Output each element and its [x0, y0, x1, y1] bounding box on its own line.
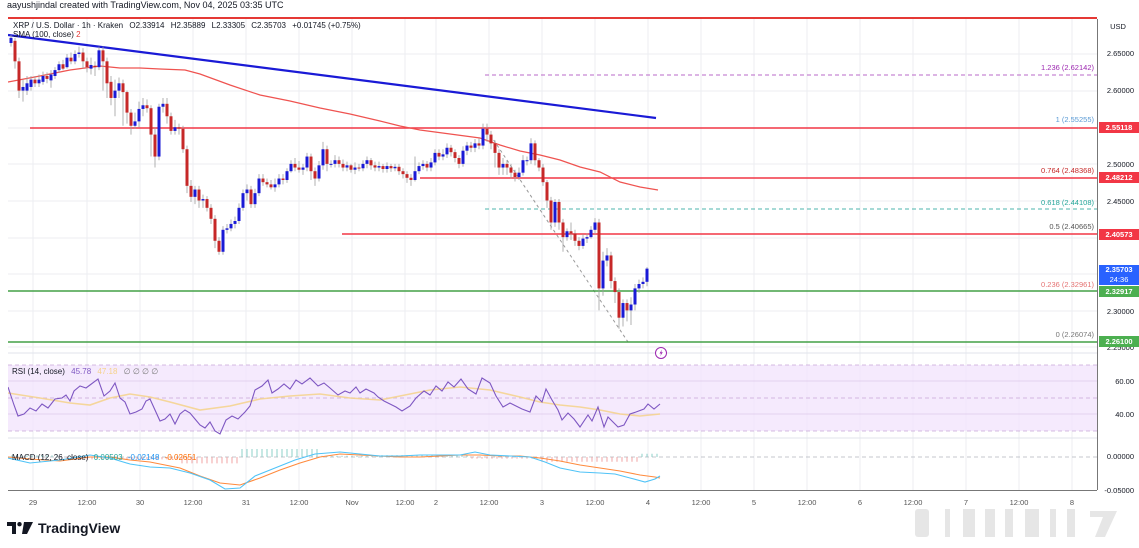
fib-label-1: 1 (2.55255) [1055, 115, 1094, 124]
ohlc-close: C2.35703 [251, 21, 286, 30]
price-tick: 2.65000 [1106, 49, 1134, 58]
descending-trendline [8, 33, 657, 120]
x-tick: 5 [751, 498, 757, 507]
symbol-legend: XRP / U.S. Dollar · 1h · Kraken O2.33914… [13, 21, 365, 30]
macd-histogram-value: 0.00503 [93, 453, 123, 462]
chart-credit: aayushjindal created with TradingView.co… [7, 0, 284, 10]
x-tick: 12:00 [691, 498, 711, 507]
fib-trend-line [486, 129, 629, 343]
price-tick: 2.60000 [1106, 86, 1134, 95]
rsi-legend[interactable]: RSI (14, close) 45.78 47.18 ∅ ∅ ∅ ∅ [12, 367, 158, 376]
macd-value: -0.02148 [127, 453, 160, 462]
price-tick: 2.50000 [1106, 160, 1134, 169]
price-tick: 2.25000 [1106, 343, 1134, 352]
x-tick: 8 [1069, 498, 1075, 507]
x-tick: 31 [241, 498, 251, 507]
macd-line [8, 451, 661, 490]
x-tick: 12:00 [183, 498, 203, 507]
fib-label-05: 0.5 (2.40665) [1049, 222, 1094, 231]
x-tick: Nov [345, 498, 359, 507]
price-scale[interactable]: 2.65000 2.60000 2.50000 2.45000 2.30000 … [1097, 19, 1139, 495]
x-tick: 12:00 [797, 498, 817, 507]
candlesticks [9, 34, 649, 329]
ohlc-low: L2.33305 [211, 21, 246, 30]
x-tick: 2 [433, 498, 439, 507]
rsi-value: 45.78 [71, 367, 92, 376]
rsi-line [8, 377, 661, 435]
sma-label: SMA (100, close) [13, 30, 74, 39]
ohlc-high: H2.35889 [170, 21, 206, 30]
rsi-label: RSI (14, close) [12, 367, 65, 376]
macd-legend[interactable]: MACD (12, 26, close) 0.00503 -0.02148 -0… [12, 453, 196, 462]
x-tick: 3 [539, 498, 545, 507]
macd-signal-value: -0.02651 [164, 453, 197, 462]
bar-countdown: 24:36 [1109, 275, 1129, 284]
x-tick: 12:00 [903, 498, 923, 507]
macd-label: MACD (12, 26, close) [12, 453, 89, 462]
currency-label: USD [1110, 22, 1126, 31]
rsi-tick: 60.00 [1115, 377, 1134, 386]
alert-icon[interactable] [654, 346, 668, 360]
x-tick: 7 [963, 498, 969, 507]
x-tick: 6 [857, 498, 863, 507]
x-tick: 12:00 [1009, 498, 1029, 507]
sma-legend[interactable]: SMA (100, close) 2 [13, 30, 81, 39]
support-resistance-lines [8, 127, 1097, 343]
rsi-ma-line [8, 386, 661, 417]
x-tick: 12:00 [585, 498, 605, 507]
rsi-tick: 40.00 [1115, 410, 1134, 419]
x-tick: 12:00 [395, 498, 415, 507]
brand-name: TradingView [38, 520, 121, 536]
x-tick: 12:00 [479, 498, 499, 507]
ohlc-change: +0.01745 (+0.75%) [292, 21, 361, 30]
price-tag-resistance-2: 2.48212 [1099, 172, 1139, 183]
macd-signal-line [8, 453, 661, 486]
fib-label-0: 0 (2.26074) [1055, 330, 1094, 339]
sma-value: 2 [76, 30, 81, 39]
x-tick: 30 [135, 498, 145, 507]
last-price: 2.35703 [1105, 265, 1133, 274]
resistance-line-top [8, 17, 1097, 19]
fib-label-1236: 1.236 (2.62142) [1041, 63, 1094, 72]
tradingview-logo-icon [7, 522, 33, 534]
fib-label-0764: 0.764 (2.48368) [1041, 166, 1094, 175]
rsi-ma-value: 47.18 [97, 367, 118, 376]
x-tick: 12:00 [289, 498, 309, 507]
ohlc-open: O2.33914 [129, 21, 165, 30]
price-tag-resistance-3: 2.40573 [1099, 229, 1139, 240]
fib-label-0618: 0.618 (2.44108) [1041, 198, 1094, 207]
macd-tick: 0.00000 [1106, 452, 1134, 461]
price-tag-resistance-1: 2.55118 [1099, 122, 1139, 133]
fib-retracement [485, 74, 1097, 210]
price-tag-last: 2.35703 24:36 [1099, 265, 1139, 285]
fib-label-0236: 0.236 (2.32961) [1041, 280, 1094, 289]
tradingview-logo: TradingView [7, 520, 120, 536]
symbol-name[interactable]: XRP / U.S. Dollar · 1h · Kraken [13, 21, 124, 30]
price-tag-support-2: 2.26100 [1099, 336, 1139, 347]
chart-canvas[interactable] [8, 19, 1097, 490]
watermark-overlay [915, 509, 1117, 537]
price-tick: 2.30000 [1106, 307, 1134, 316]
sma-100-line [8, 65, 659, 191]
price-tag-support-1: 2.32917 [1099, 286, 1139, 297]
x-tick: 4 [645, 498, 651, 507]
time-axis[interactable]: 29 12:00 30 12:00 31 12:00 Nov 12:00 2 1… [8, 490, 1097, 513]
rsi-band [8, 365, 1097, 431]
macd-tick: -0.05000 [1104, 486, 1134, 495]
price-tick: 2.45000 [1106, 197, 1134, 206]
x-tick: 12:00 [77, 498, 97, 507]
rsi-extras: ∅ ∅ ∅ ∅ [123, 367, 159, 376]
x-tick: 29 [28, 498, 38, 507]
